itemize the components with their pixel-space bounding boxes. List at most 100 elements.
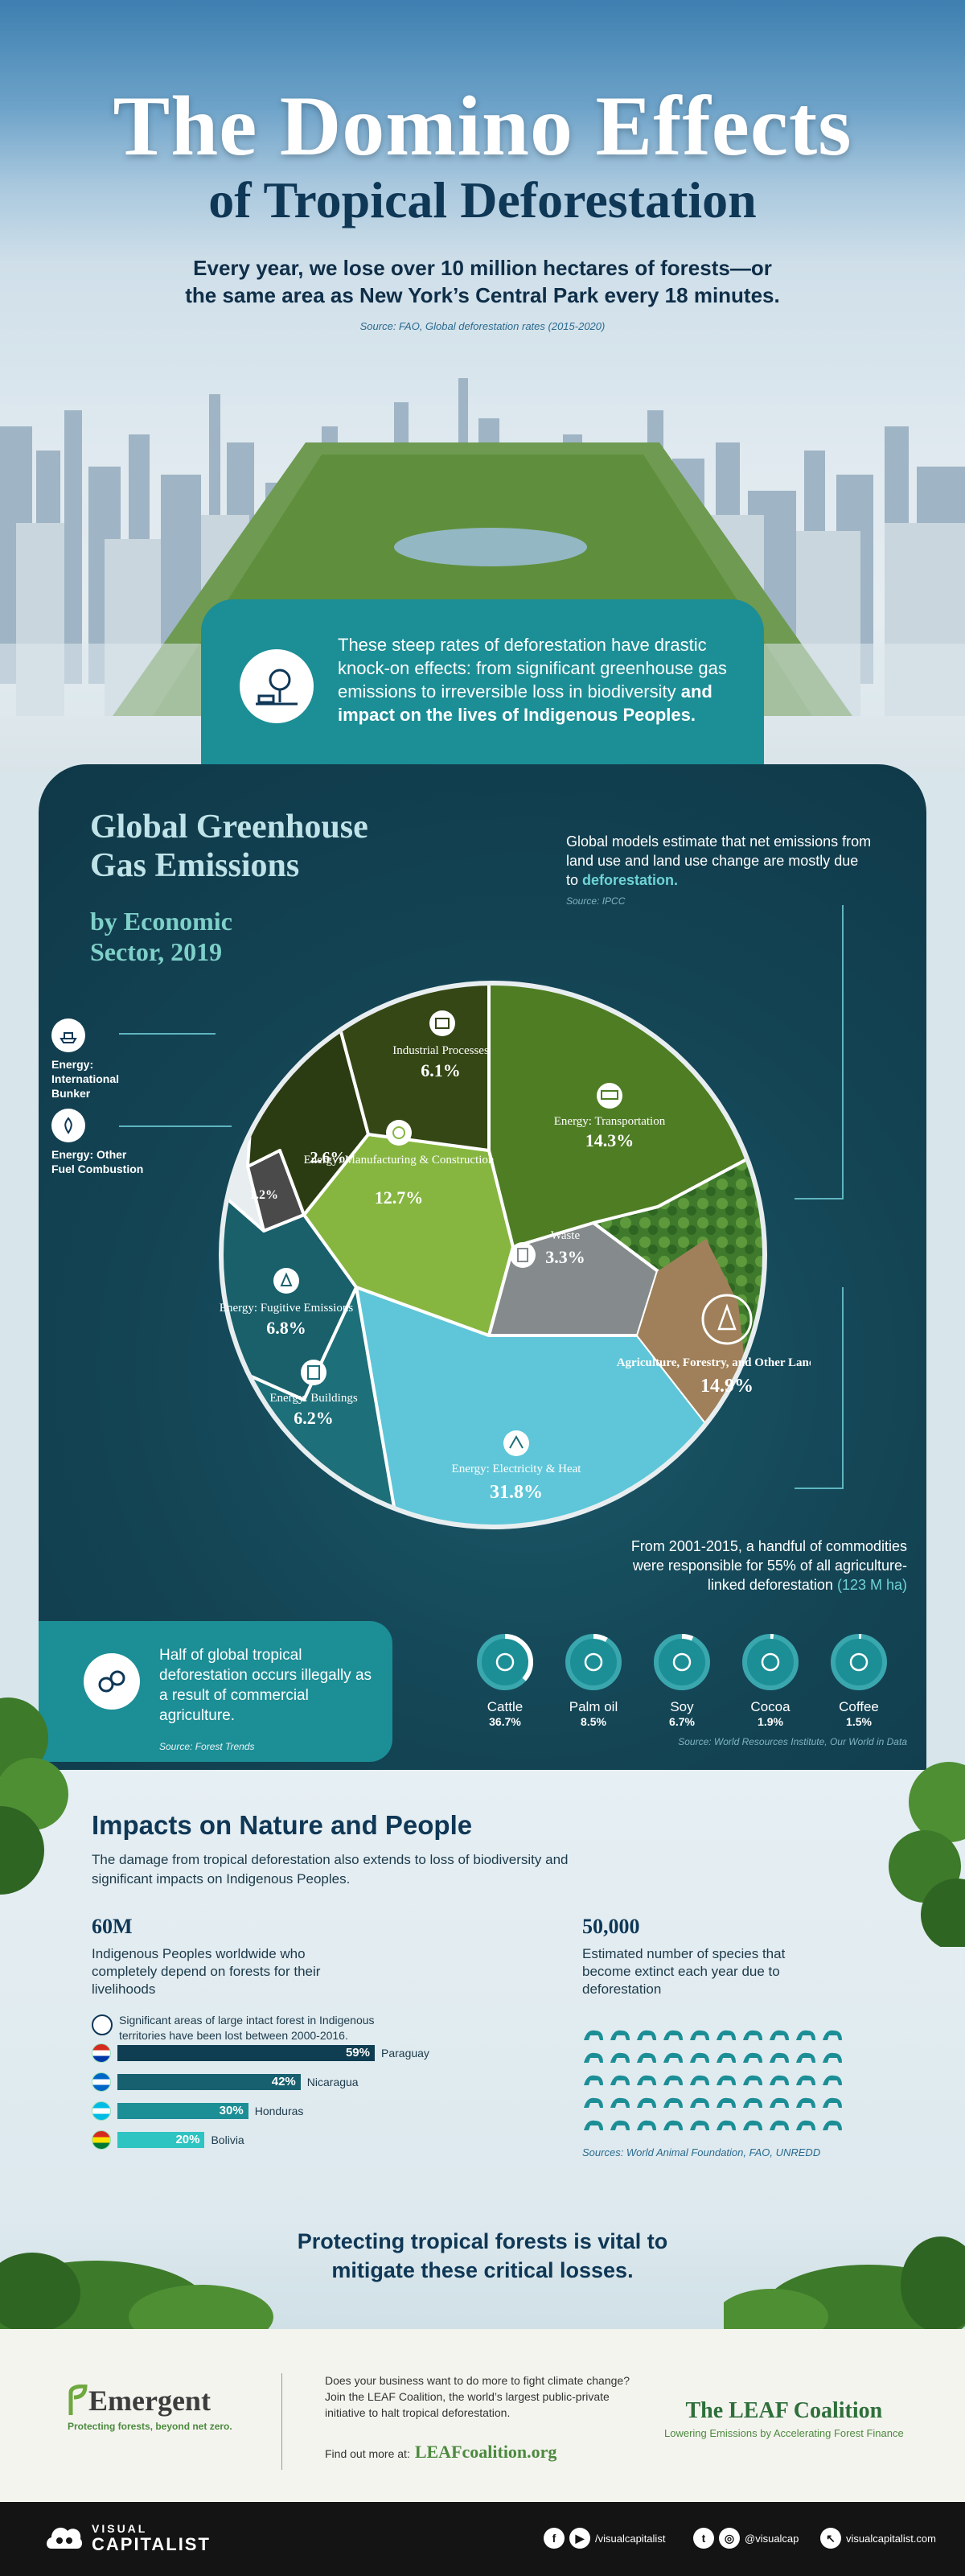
species-icon bbox=[584, 2097, 603, 2108]
species-icon bbox=[743, 2097, 762, 2108]
emergent-name: Emergent bbox=[88, 2385, 211, 2417]
label-agri-name: Agriculture, Forestry, and Other Land Us… bbox=[617, 1356, 811, 1369]
species-icon-grid bbox=[584, 2030, 842, 2130]
species-icon bbox=[610, 2052, 630, 2063]
country-bar: 20% bbox=[117, 2132, 205, 2148]
label-electricity-name: Energy: Electricity & Heat bbox=[452, 1463, 582, 1475]
slice-icons bbox=[273, 1010, 753, 1456]
leaf-icon bbox=[68, 2385, 88, 2415]
species-icon bbox=[690, 2030, 709, 2040]
brand-bottom: CAPITALIST bbox=[92, 2534, 211, 2554]
slice-labels: 2.6% 1.2% Industrial Processes 6.1% Ener… bbox=[220, 1044, 811, 1503]
twitter-icon: t bbox=[693, 2528, 714, 2549]
species-icon bbox=[663, 2052, 683, 2063]
social-handle-1: /visualcapitalist bbox=[595, 2532, 666, 2545]
tree-left-upper bbox=[0, 1697, 68, 1895]
species-icon bbox=[717, 2052, 736, 2063]
commodities-note-text: From 2001-2015, a handful of commodities… bbox=[630, 1538, 907, 1593]
legend-intl-bunker-label: Energy: International Bunker bbox=[51, 1058, 120, 1100]
ghg-section: Global Greenhouse Gas Emissions by Econo… bbox=[39, 764, 926, 1770]
find-more-label: Find out more at: bbox=[325, 2447, 410, 2460]
closing-text: Protecting tropical forests is vital to … bbox=[297, 2229, 668, 2282]
ghg-title-line2: Gas Emissions bbox=[90, 847, 300, 884]
commodity-share-arc bbox=[831, 1634, 887, 1690]
commodities-note-highlight: (123 M ha) bbox=[832, 1577, 907, 1593]
flag-icon bbox=[92, 2130, 111, 2150]
commodity-donut bbox=[565, 1634, 622, 1690]
ghg-note: Global models estimate that net emission… bbox=[566, 832, 872, 890]
instagram-icon: ◎ bbox=[719, 2528, 740, 2549]
find-more: Find out more at: LEAFcoalition.org bbox=[325, 2442, 556, 2463]
species-icon bbox=[690, 2052, 709, 2063]
ghg-pie-chart: 2.6% 1.2% Industrial Processes 6.1% Ener… bbox=[219, 981, 811, 1529]
label-manuf-val: 12.7% bbox=[375, 1187, 424, 1208]
commodity-name: Palm oil bbox=[569, 1699, 618, 1714]
flag-icon bbox=[92, 2101, 111, 2121]
commodity-share-arc bbox=[477, 1634, 533, 1690]
intro-text: These steep rates of deforestation have … bbox=[338, 635, 727, 702]
label-fugitive-val: 6.8% bbox=[266, 1318, 306, 1338]
label-intl-bunker-val: 2.6% bbox=[310, 1149, 347, 1167]
species-icon bbox=[743, 2030, 762, 2040]
commodities-row: Cattle 36.7% Palm oil 8.5% Soy 6.7% Cocoa 1.9% C… bbox=[465, 1632, 915, 1744]
leaf-coalition-tagline: Lowering Emissions by Accelerating Fores… bbox=[664, 2427, 904, 2439]
stat-indigenous-desc: Indigenous Peoples worldwide who complet… bbox=[92, 1946, 321, 1997]
illegal-text: Half of global tropical deforestation oc… bbox=[159, 1647, 372, 1724]
species-source: Sources: World Animal Foundation, FAO, U… bbox=[582, 2146, 821, 2158]
species-icon bbox=[796, 2120, 815, 2130]
youtube-icon: ▶ bbox=[569, 2528, 590, 2549]
commodity-share-arc bbox=[742, 1634, 799, 1690]
country-bar-row: 59% Paraguay bbox=[92, 2043, 494, 2063]
sponsor-band: Emergent Protecting forests, beyond net … bbox=[0, 2329, 965, 2502]
commodity-pct: 1.9% bbox=[758, 1715, 783, 1728]
people-icon bbox=[92, 2014, 113, 2035]
country-bar: 42% bbox=[117, 2074, 301, 2090]
flame-icon bbox=[51, 1109, 85, 1142]
species-icon bbox=[743, 2120, 762, 2130]
website-link[interactable]: ↖ visualcapitalist.com bbox=[820, 2528, 936, 2549]
tree-right-upper bbox=[889, 1762, 965, 1947]
species-icon bbox=[796, 2030, 815, 2040]
country-name: Paraguay bbox=[381, 2047, 429, 2060]
species-icon bbox=[690, 2097, 709, 2108]
label-buildings-val: 6.2% bbox=[294, 1408, 334, 1428]
leaf-url-link[interactable]: LEAFcoalition.org bbox=[414, 2442, 557, 2462]
commodity-pct: 36.7% bbox=[489, 1715, 521, 1728]
footer-bar: VISUAL CAPITALIST f ▶ /visualcapitalist t ◎… bbox=[0, 2502, 965, 2576]
label-transport-name: Energy: Transportation bbox=[554, 1115, 666, 1128]
ghg-note-source: Source: IPCC bbox=[566, 895, 626, 907]
impacts-section: Impacts on Nature and People The damage … bbox=[0, 1770, 965, 2333]
intro-callout: These steep rates of deforestation have … bbox=[201, 599, 764, 772]
social-facebook-youtube[interactable]: f ▶ /visualcapitalist bbox=[544, 2528, 665, 2549]
impacts-title: Impacts on Nature and People bbox=[92, 1810, 473, 1840]
species-icon bbox=[637, 2097, 656, 2108]
country-bar-row: 30% Honduras bbox=[92, 2101, 494, 2121]
commodity-name: Soy bbox=[670, 1699, 694, 1714]
country-name: Nicaragua bbox=[306, 2076, 359, 2088]
commodity-pct: 8.5% bbox=[581, 1715, 606, 1728]
commodity-3: Cocoa 1.9% bbox=[730, 1632, 811, 1728]
emergent-logo[interactable]: Emergent Protecting forests, beyond net … bbox=[68, 2384, 232, 2432]
social-twitter-instagram[interactable]: t ◎ @visualcap bbox=[693, 2528, 799, 2549]
species-icon bbox=[610, 2097, 630, 2108]
visual-capitalist-logo[interactable]: VISUAL CAPITALIST bbox=[43, 2520, 211, 2553]
species-icon bbox=[743, 2075, 762, 2085]
country-bar-row: 42% Nicaragua bbox=[92, 2072, 494, 2092]
species-icon bbox=[584, 2052, 603, 2063]
hero-section: The Domino Effects of Tropical Deforesta… bbox=[0, 0, 965, 772]
commodity-name: Cocoa bbox=[750, 1699, 790, 1714]
country-bar: 59% bbox=[117, 2045, 375, 2061]
species-icon bbox=[770, 2097, 789, 2108]
label-electricity-val: 31.8% bbox=[490, 1482, 543, 1503]
leaf-coalition-logo[interactable]: The LEAF Coalition Lowering Emissions by… bbox=[664, 2398, 904, 2439]
commodity-pct: 6.7% bbox=[669, 1715, 695, 1728]
species-icon bbox=[637, 2030, 656, 2040]
stat-indigenous: 60M bbox=[92, 1915, 133, 1938]
species-icon bbox=[770, 2052, 789, 2063]
species-icon bbox=[610, 2120, 630, 2130]
species-icon bbox=[637, 2052, 656, 2063]
legend-other-fuel: Energy: Other Fuel Combustion bbox=[51, 1109, 148, 1176]
species-icon bbox=[717, 2030, 736, 2040]
species-icon bbox=[637, 2120, 656, 2130]
species-icon bbox=[584, 2075, 603, 2085]
